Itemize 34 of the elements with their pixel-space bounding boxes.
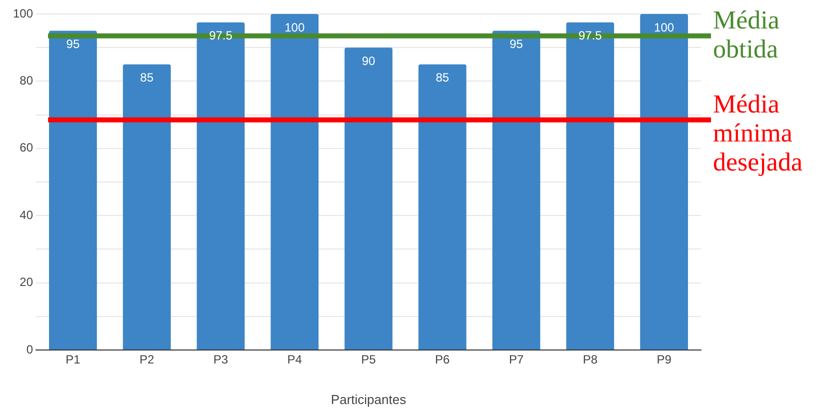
x-tick-label: P9 xyxy=(656,352,672,367)
x-tick-label: P2 xyxy=(140,352,155,367)
y-tick-label: 20 xyxy=(20,275,34,290)
x-tick-label: P7 xyxy=(508,352,524,367)
bar xyxy=(270,14,319,350)
bar xyxy=(344,48,392,350)
bar xyxy=(122,64,171,350)
bar xyxy=(49,30,97,350)
y-tick-label: 0 xyxy=(26,342,34,356)
x-tick-label: P5 xyxy=(361,352,376,367)
bar xyxy=(492,30,540,350)
data-label: 95 xyxy=(66,37,80,52)
x-tick-label: P3 xyxy=(213,352,228,367)
bar xyxy=(196,22,245,350)
x-tick-label: P1 xyxy=(66,352,81,367)
ref-line-label: Média obtida xyxy=(713,6,780,64)
data-label: 85 xyxy=(140,70,154,85)
y-tick-label: 80 xyxy=(20,74,34,88)
ref-line-label: Média mínima desejada xyxy=(713,90,803,177)
data-label: 100 xyxy=(654,20,674,34)
x-tick-label: P6 xyxy=(435,352,450,367)
y-tick-label: 40 xyxy=(20,208,34,222)
y-tick-label: 100 xyxy=(12,6,34,20)
data-label: 95 xyxy=(510,37,524,52)
data-label: 90 xyxy=(362,54,376,68)
x-axis-title: Participantes xyxy=(330,392,407,407)
x-tick-label: P8 xyxy=(582,352,598,367)
data-label: 100 xyxy=(284,20,305,34)
bar xyxy=(640,14,688,350)
data-label: 85 xyxy=(436,70,450,85)
bar xyxy=(418,64,466,350)
x-tick-label: P4 xyxy=(287,352,302,367)
bar xyxy=(566,22,614,350)
y-tick-label: 60 xyxy=(20,140,34,155)
